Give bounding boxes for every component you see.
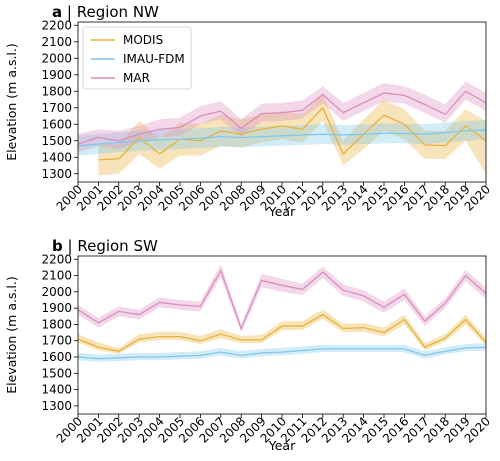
x-axis-label: Year [268,438,296,453]
y-tick-label: 1900 [41,68,72,82]
y-tick-label: 1500 [41,134,72,148]
band-mar [78,264,486,333]
panel-region-name: | Region SW [63,237,158,255]
y-tick-label: 1400 [41,150,72,164]
y-tick-label: 1300 [41,167,72,181]
y-axis-label: Elevation (m a.s.l.) [4,276,19,394]
y-tick-label: 1600 [41,117,72,131]
series-line-modis [98,106,487,161]
y-tick-label: 1300 [41,399,72,413]
panel-b: 1300 1400 1500 1600 1700 1800 1900 2000 2100 2200… [4,237,493,453]
panel-letter: a [52,3,62,21]
series-line-mar [77,90,487,145]
panel-region-name: | Region NW [62,3,159,21]
y-tick-label: 1900 [41,301,72,315]
y-tick-label: 1800 [41,317,72,331]
y-tick-label: 2000 [41,285,72,299]
series-line-modis [77,313,487,352]
series-line-imau-fdm [77,129,487,147]
y-tick-label: 2100 [41,269,72,283]
y-tick-label: 1600 [41,350,72,364]
y-tick-label: 2200 [41,18,72,32]
legend-label-mar: MAR [123,71,150,85]
series-line-imau-fdm [77,346,487,360]
y-tick-label: 2000 [41,51,72,65]
y-tick-label: 2100 [41,35,72,49]
legend-label-imau-fdm: IMAU-FDM [123,52,185,66]
y-tick-label: 2200 [41,252,72,266]
band-imau-fdm [78,120,486,156]
y-tick-label: 1700 [41,334,72,348]
panel-title: b | Region SW [52,237,158,255]
panel-a: 1300 1400 1500 1600 1700 1800 1900 2000 2100 2200… [4,3,493,219]
series-line-mar [77,269,487,331]
y-tick-label: 1800 [41,84,72,98]
y-tick-label: 1500 [41,366,72,380]
y-tick-label: 1400 [41,383,72,397]
y-axis-label: Elevation (m a.s.l.) [4,43,19,161]
y-tick-label: 1700 [41,101,72,115]
panel-letter: b [52,237,63,255]
x-axis-label: Year [268,204,296,219]
band-modis [78,309,486,354]
legend-label-modis: MODIS [123,33,163,47]
band-mar [78,81,486,153]
panel-title: a | Region NW [52,3,159,21]
legend-box [82,26,192,90]
